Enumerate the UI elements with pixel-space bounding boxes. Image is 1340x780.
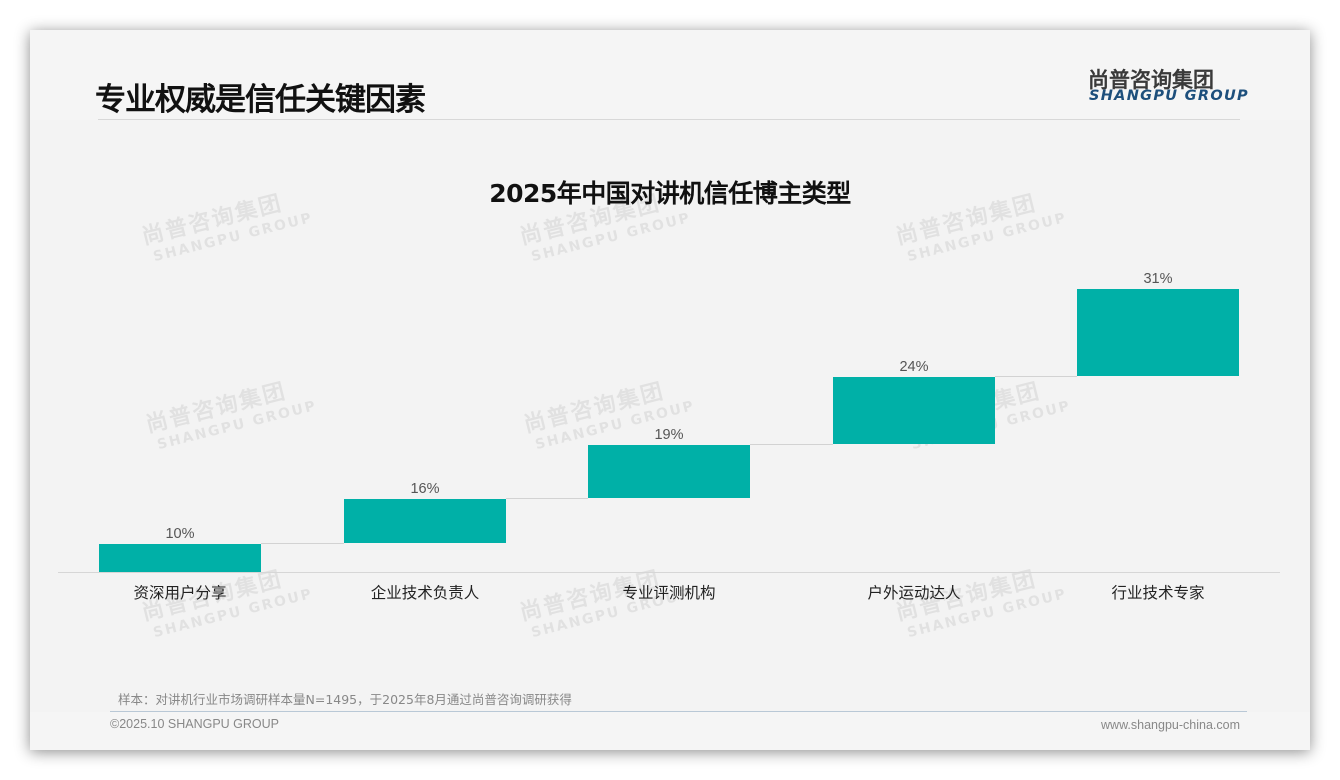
- connector-line: [995, 376, 1077, 377]
- x-axis: [58, 572, 1280, 573]
- category-label: 企业技术负责人: [370, 584, 480, 602]
- value-label: 24%: [899, 359, 929, 375]
- footer-band: [30, 712, 1310, 750]
- category-label: 行业技术专家: [1111, 584, 1205, 602]
- category-label: 资深用户分享: [133, 584, 227, 602]
- value-label: 31%: [1143, 271, 1173, 287]
- bar-户外运动达人: [833, 377, 995, 444]
- slide: 尚普咨询集团 SHANGPU GROUP 尚普咨询集团 SHANGPU GROUP …: [30, 30, 1310, 750]
- bar-专业评测机构: [588, 445, 750, 498]
- connector-line: [506, 498, 588, 499]
- connector-line: [750, 444, 833, 445]
- bar-资深用户分享: [99, 544, 261, 572]
- chart-title: 2025年中国对讲机信任博主类型: [489, 179, 851, 208]
- title-divider: [98, 119, 1240, 120]
- logo-chinese: 尚普咨询集团: [1088, 68, 1214, 92]
- copyright: ©2025.10 SHANGPU GROUP: [110, 717, 279, 731]
- page-title: 专业权威是信任关键因素: [95, 82, 426, 118]
- category-label: 户外运动达人: [867, 584, 961, 602]
- footer-divider: [110, 711, 1247, 712]
- value-label: 16%: [410, 481, 440, 497]
- value-label: 10%: [165, 526, 195, 542]
- bar-企业技术负责人: [344, 499, 506, 543]
- value-label: 19%: [654, 427, 684, 443]
- category-label: 专业评测机构: [622, 584, 716, 602]
- source-note: 样本：对讲机行业市场调研样本量N=1495，于2025年8月通过尚普咨询调研获得: [118, 692, 572, 707]
- connector-line: [261, 543, 344, 544]
- header-band: [30, 30, 1310, 120]
- bar-行业技术专家: [1077, 289, 1239, 376]
- waterfall-chart: 10% 16% 19% 24% 31% 资深用户分享 企业技术负责人 专业评测机…: [30, 30, 1310, 750]
- website-link[interactable]: www.shangpu-china.com: [1101, 718, 1240, 732]
- logo-english: SHANGPU GROUP: [1089, 88, 1249, 104]
